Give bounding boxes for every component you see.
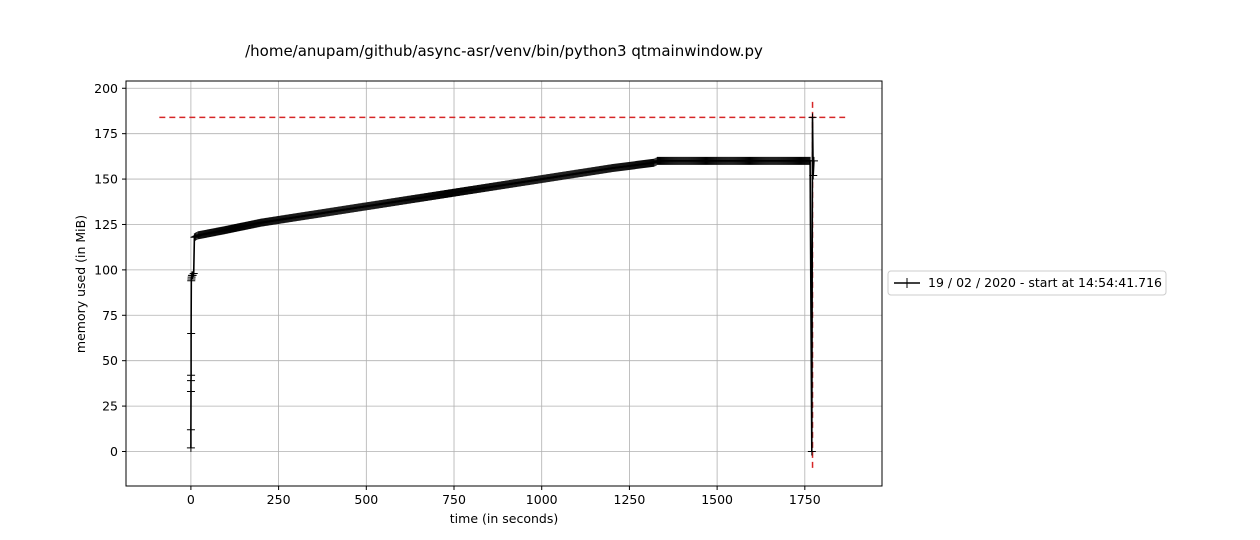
y-tick-label: 175 <box>94 126 118 141</box>
y-axis-label: memory used (in MiB) <box>73 215 88 353</box>
data-point <box>188 271 197 280</box>
data-point <box>805 156 814 165</box>
data-point <box>651 158 660 167</box>
chart-title: /home/anupam/github/async-asr/venv/bin/p… <box>245 42 763 60</box>
x-tick-label: 1750 <box>789 492 821 507</box>
y-axis: 0 25 50 75 100 125 150 175 200 <box>94 81 126 459</box>
data-point <box>807 447 816 456</box>
x-tick-label: 1500 <box>701 492 733 507</box>
y-tick-label: 150 <box>94 172 118 187</box>
legend-label: 19 / 02 / 2020 - start at 14:54:41.716 <box>928 275 1162 290</box>
series-markers <box>186 113 818 456</box>
legend-marker <box>902 278 912 288</box>
y-tick-label: 200 <box>94 81 118 96</box>
data-point <box>808 113 817 122</box>
reference-lines <box>159 100 846 468</box>
y-tick-label: 125 <box>94 217 118 232</box>
y-tick-label: 0 <box>110 444 118 459</box>
y-tick-label: 100 <box>94 262 118 277</box>
data-point <box>186 443 195 452</box>
data-point <box>191 232 200 241</box>
x-tick-label: 750 <box>442 492 466 507</box>
grid <box>126 81 882 486</box>
x-axis: 0 250 500 750 1000 1250 1500 1750 <box>187 486 821 507</box>
plot-area <box>186 113 818 456</box>
plot-frame <box>125 80 883 487</box>
y-tick-label: 25 <box>102 399 118 414</box>
x-tick-label: 250 <box>267 492 291 507</box>
data-point <box>809 171 818 180</box>
x-tick-label: 1250 <box>614 492 646 507</box>
legend: 19 / 02 / 2020 - start at 14:54:41.716 <box>887 270 1167 296</box>
x-tick-label: 500 <box>354 492 378 507</box>
x-tick-label: 0 <box>187 492 195 507</box>
x-tick-label: 1000 <box>526 492 558 507</box>
data-point <box>187 371 196 380</box>
series-line <box>190 117 815 452</box>
data-point <box>187 329 196 338</box>
data-point <box>186 387 195 396</box>
data-point <box>186 425 195 434</box>
legend-frame <box>887 270 1167 296</box>
y-tick-label: 50 <box>102 353 118 368</box>
x-axis-label: time (in seconds) <box>450 511 558 526</box>
y-tick-label: 75 <box>102 308 118 323</box>
data-point <box>189 269 198 278</box>
